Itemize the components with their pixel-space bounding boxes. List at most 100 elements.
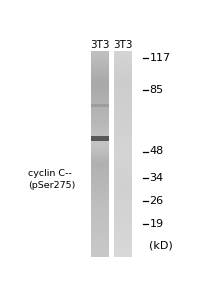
Bar <box>91 101 108 103</box>
Bar <box>91 116 108 117</box>
Bar <box>114 146 132 147</box>
Bar <box>91 96 108 98</box>
Bar <box>114 130 132 131</box>
Bar <box>114 160 132 161</box>
Bar <box>91 162 108 163</box>
Bar <box>91 138 108 140</box>
Bar <box>114 195 132 196</box>
Bar <box>91 186 108 187</box>
Bar <box>91 217 108 218</box>
Bar <box>114 140 132 142</box>
Bar <box>91 64 108 66</box>
Bar <box>114 191 132 192</box>
Bar <box>91 205 108 206</box>
Bar <box>91 195 108 196</box>
Bar <box>91 52 108 53</box>
Bar <box>91 228 108 229</box>
Text: 26: 26 <box>149 196 164 206</box>
Bar <box>114 214 132 216</box>
Bar <box>91 132 108 134</box>
Bar <box>114 102 132 104</box>
Bar <box>114 169 132 170</box>
Bar <box>114 70 132 71</box>
Bar <box>91 58 108 59</box>
Bar <box>91 65 108 67</box>
Bar <box>114 170 132 172</box>
Bar <box>91 79 108 80</box>
Bar <box>114 76 132 77</box>
Bar <box>114 135 132 136</box>
Bar <box>114 66 132 68</box>
Bar <box>114 106 132 108</box>
Bar <box>114 61 132 63</box>
Bar <box>114 204 132 206</box>
Bar <box>114 207 132 208</box>
Bar <box>114 126 132 127</box>
Bar <box>114 243 132 244</box>
Bar <box>91 199 108 200</box>
Bar <box>114 113 132 114</box>
Bar <box>114 233 132 234</box>
Bar <box>91 150 108 151</box>
Bar <box>91 140 108 141</box>
Bar <box>91 146 108 147</box>
Bar <box>114 156 132 157</box>
Bar <box>114 192 132 193</box>
Bar <box>91 89 108 90</box>
Bar <box>114 178 132 179</box>
Bar <box>114 178 132 180</box>
Bar <box>114 77 132 78</box>
Bar <box>91 158 108 159</box>
Bar <box>91 73 108 74</box>
Bar <box>114 253 132 254</box>
Bar <box>91 97 108 98</box>
Bar <box>114 210 132 211</box>
Bar <box>114 137 132 139</box>
Bar <box>114 78 132 79</box>
Bar <box>114 172 132 174</box>
Bar <box>91 136 108 141</box>
Bar <box>114 174 132 175</box>
Bar <box>91 188 108 189</box>
Bar <box>91 129 108 130</box>
Bar <box>91 115 108 116</box>
Bar <box>91 187 108 188</box>
Bar <box>91 166 108 167</box>
Bar <box>114 129 132 130</box>
Bar <box>91 184 108 185</box>
Bar <box>91 231 108 232</box>
Bar <box>91 145 108 146</box>
Bar <box>91 183 108 184</box>
Bar <box>91 70 108 71</box>
Bar <box>114 248 132 249</box>
Bar <box>114 162 132 163</box>
Bar <box>114 121 132 122</box>
Bar <box>114 98 132 100</box>
Bar <box>91 68 108 69</box>
Bar <box>114 53 132 54</box>
Bar <box>114 118 132 119</box>
Bar <box>114 97 132 98</box>
Bar <box>91 160 108 161</box>
Bar <box>91 126 108 127</box>
Bar <box>114 186 132 187</box>
Bar <box>91 173 108 175</box>
Bar <box>91 238 108 239</box>
Bar <box>114 108 132 109</box>
Bar <box>114 159 132 160</box>
Bar <box>91 114 108 115</box>
Bar <box>91 83 108 84</box>
Bar <box>91 110 108 111</box>
Bar <box>114 176 132 177</box>
Bar <box>114 251 132 253</box>
Bar <box>114 86 132 87</box>
Bar <box>91 127 108 128</box>
Bar <box>91 55 108 56</box>
Bar <box>91 224 108 225</box>
Bar <box>114 164 132 165</box>
Bar <box>91 143 108 145</box>
Bar <box>91 148 108 149</box>
Bar <box>91 161 108 162</box>
Bar <box>114 219 132 220</box>
Bar <box>91 93 108 94</box>
